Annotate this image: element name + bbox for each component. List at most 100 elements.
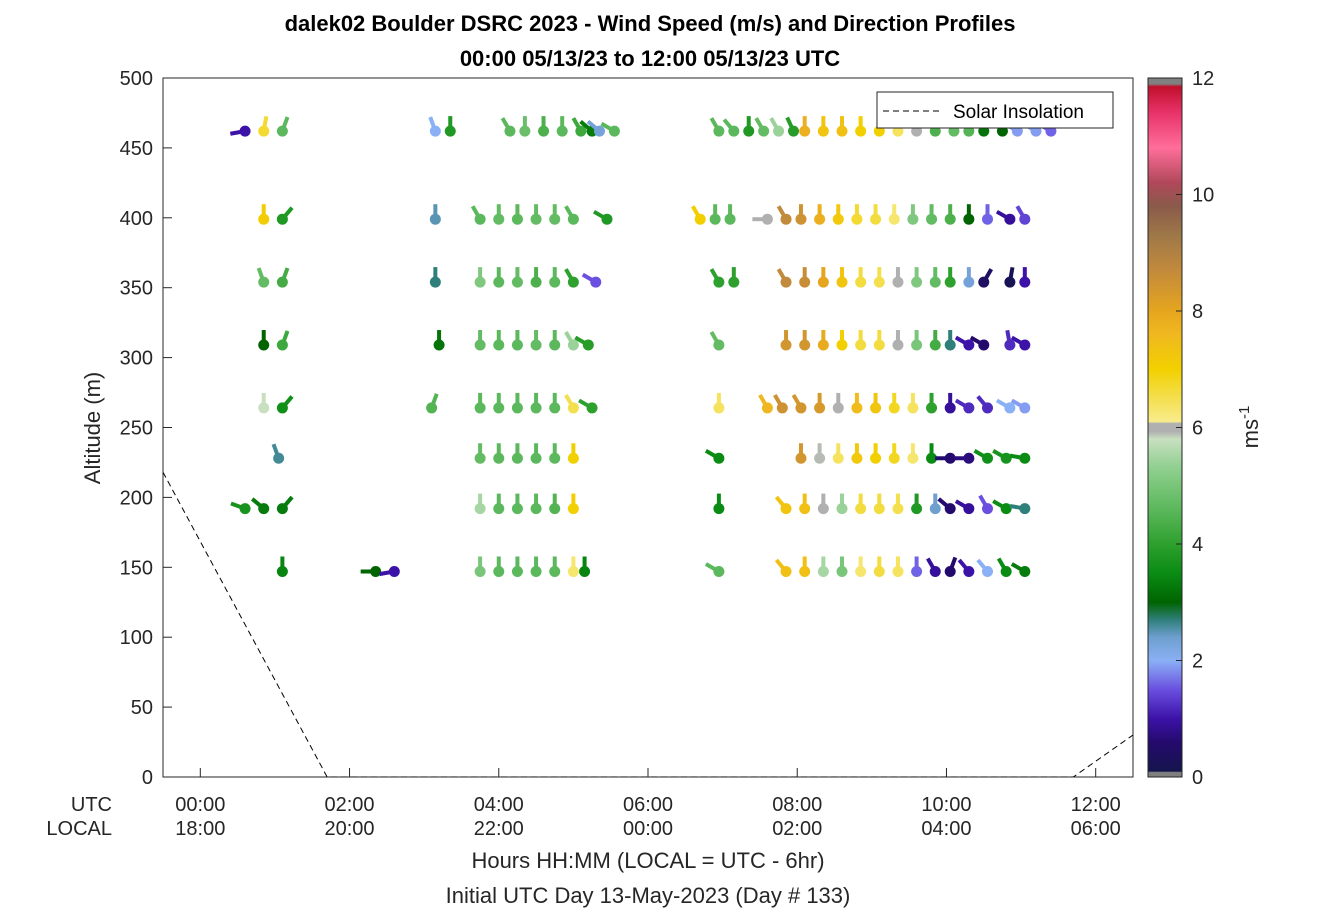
wind-barb — [954, 335, 975, 351]
wind-barb — [873, 330, 885, 351]
wind-barb — [1009, 503, 1031, 515]
wind-barb — [926, 557, 941, 577]
wind-barb — [1004, 329, 1016, 351]
wind-barb — [944, 392, 956, 414]
wind-barb — [571, 117, 587, 137]
wind-barb-dot — [1000, 503, 1012, 515]
wind-barb-dot — [590, 276, 602, 288]
wind-barb — [892, 493, 904, 515]
wind-barb — [493, 443, 505, 464]
wind-barb-dot — [530, 452, 542, 464]
wind-barb — [470, 205, 486, 225]
wind-barb-dot — [582, 339, 594, 351]
wind-barb-dot — [713, 339, 725, 351]
wind-barb — [817, 330, 829, 351]
wind-barb — [429, 267, 441, 288]
wind-barb — [944, 267, 956, 288]
wind-barb-dot — [549, 339, 561, 351]
wind-barb-dot — [892, 503, 904, 515]
wind-barb-dot — [911, 565, 923, 577]
wind-barb-dot — [549, 452, 561, 464]
wind-barb-dot — [579, 565, 591, 577]
y-tick-label: 50 — [131, 697, 153, 719]
wind-barb-dot — [873, 276, 885, 288]
wind-barb — [276, 395, 294, 414]
wind-barb-dot — [601, 213, 613, 225]
wind-barb-dot — [429, 213, 441, 225]
wind-barb — [229, 125, 251, 137]
wind-barb-dot — [944, 565, 956, 577]
wind-barb — [276, 116, 290, 137]
wind-barb-dot — [907, 213, 919, 225]
wind-barb-dot — [493, 339, 505, 351]
wind-barb — [444, 116, 456, 137]
wind-barb-dot — [832, 402, 844, 414]
colorbar-label: ms-1 — [1236, 406, 1263, 449]
wind-barb — [776, 205, 792, 225]
wind-barb — [978, 494, 993, 515]
wind-barb — [978, 268, 994, 288]
wind-barb-dot — [474, 339, 486, 351]
solar-insolation-path — [163, 471, 1133, 777]
wind-barb-dot — [1019, 276, 1031, 288]
wind-barb-dot — [530, 402, 542, 414]
wind-barb — [907, 443, 919, 464]
wind-barb — [511, 330, 523, 351]
wind-barb — [511, 267, 523, 288]
wind-barb-dot — [474, 503, 486, 515]
wind-barb — [549, 556, 561, 577]
wind-barb — [709, 331, 725, 351]
wind-barb — [567, 556, 579, 577]
legend: Solar Insolation — [876, 91, 1114, 129]
wind-barb — [564, 331, 579, 351]
wind-barb-dot — [511, 213, 523, 225]
wind-barb — [926, 392, 938, 414]
wind-barb — [493, 330, 505, 351]
wind-barb-dot — [426, 402, 438, 414]
wind-barb-dot — [799, 503, 811, 515]
legend-solar-label: Solar Insolation — [953, 102, 1084, 123]
wind-barb-dot — [907, 452, 919, 464]
wind-barb — [530, 392, 542, 414]
wind-barb — [493, 556, 505, 577]
wind-barb — [258, 330, 270, 351]
wind-barb-dot — [538, 125, 550, 137]
wind-barb — [722, 118, 740, 137]
wind-barb — [774, 495, 792, 515]
x-axis: 00:0018:0002:0020:0004:0022:0006:0000:00… — [175, 768, 1121, 840]
wind-barb-dot — [276, 213, 288, 225]
wind-barb-dot — [982, 452, 993, 464]
wind-barb-dot — [761, 213, 773, 225]
wind-barb-dot — [258, 503, 270, 515]
wind-barb-dot — [276, 503, 288, 515]
wind-barb — [888, 443, 900, 464]
wind-barb — [1010, 335, 1031, 351]
wind-barb — [474, 392, 486, 414]
wind-barb — [791, 393, 807, 414]
wind-barb — [276, 556, 288, 577]
wind-barb-dot — [1000, 452, 1012, 464]
x-row-label-utc: UTC — [71, 794, 112, 816]
wind-barb-dot — [795, 213, 807, 225]
wind-barb — [579, 556, 591, 577]
wind-barb — [564, 205, 579, 225]
wind-barb — [973, 449, 993, 464]
wind-barb-dot — [258, 402, 270, 414]
wind-barb-dot — [1000, 565, 1012, 577]
y-tick-label: 250 — [120, 418, 153, 440]
wind-barb — [493, 267, 505, 288]
wind-barb-dot — [978, 276, 990, 288]
wind-barb — [250, 497, 270, 515]
wind-barb-dot — [433, 339, 445, 351]
wind-barb — [530, 330, 542, 351]
wind-barb-dot — [758, 125, 770, 137]
wind-barb-dot — [788, 125, 799, 137]
wind-barb-dot — [817, 503, 829, 515]
wind-barb-dot — [773, 125, 785, 137]
wind-barb — [549, 204, 561, 225]
wind-barb — [836, 330, 848, 351]
wind-barb-dot — [888, 402, 900, 414]
wind-barb — [474, 330, 486, 351]
colorbar-tick-label: 0 — [1192, 767, 1203, 789]
wind-barb-dot — [556, 125, 568, 137]
